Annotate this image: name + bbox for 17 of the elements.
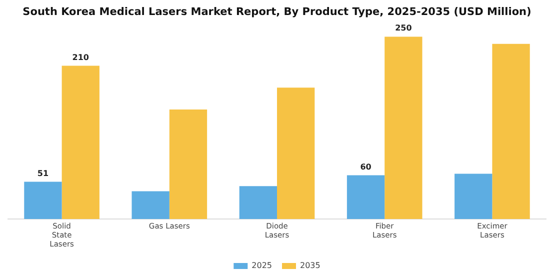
- bar: [169, 110, 208, 219]
- legend-label: 2035: [300, 261, 320, 270]
- bar: [132, 191, 170, 219]
- data-label: 60: [360, 162, 372, 172]
- data-label: 250: [395, 24, 412, 33]
- bar: [62, 66, 100, 219]
- bar: [454, 174, 492, 219]
- legend-label: 2025: [252, 261, 272, 270]
- data-label: 51: [37, 168, 49, 178]
- bar: [239, 186, 277, 219]
- bar: [346, 175, 385, 219]
- bar: [384, 36, 422, 219]
- bar: [277, 88, 315, 219]
- data-label: 210: [72, 52, 90, 62]
- chart-title: South Korea Medical Lasers Market Report, By Product Type, 2025-2035 (USD Million): [22, 6, 532, 18]
- bar: [24, 182, 62, 219]
- bar: [492, 44, 530, 219]
